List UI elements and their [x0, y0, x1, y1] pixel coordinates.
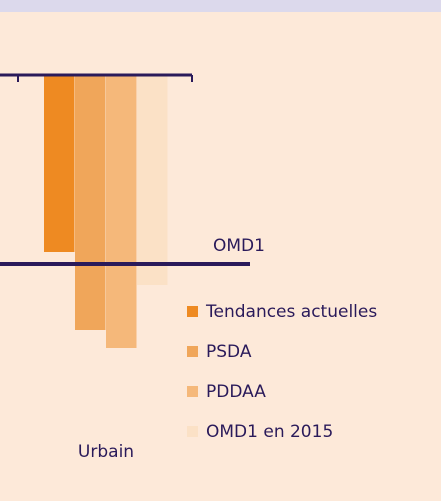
bar [75, 75, 106, 330]
bar [106, 75, 137, 348]
legend-label: PDDAA [206, 382, 266, 402]
bar [137, 75, 168, 285]
legend-label: OMD1 en 2015 [206, 422, 333, 442]
legend-swatch [187, 306, 198, 317]
reference-label: OMD1 [213, 236, 265, 256]
legend-swatch [187, 346, 198, 357]
top-band [0, 0, 441, 12]
legend-label: Tendances actuelles [205, 302, 377, 322]
legend-label: PSDA [206, 342, 252, 362]
bar [44, 75, 75, 252]
legend-swatch [187, 386, 198, 397]
x-tick-label: Urbain [78, 442, 134, 462]
legend-swatch [187, 426, 198, 437]
